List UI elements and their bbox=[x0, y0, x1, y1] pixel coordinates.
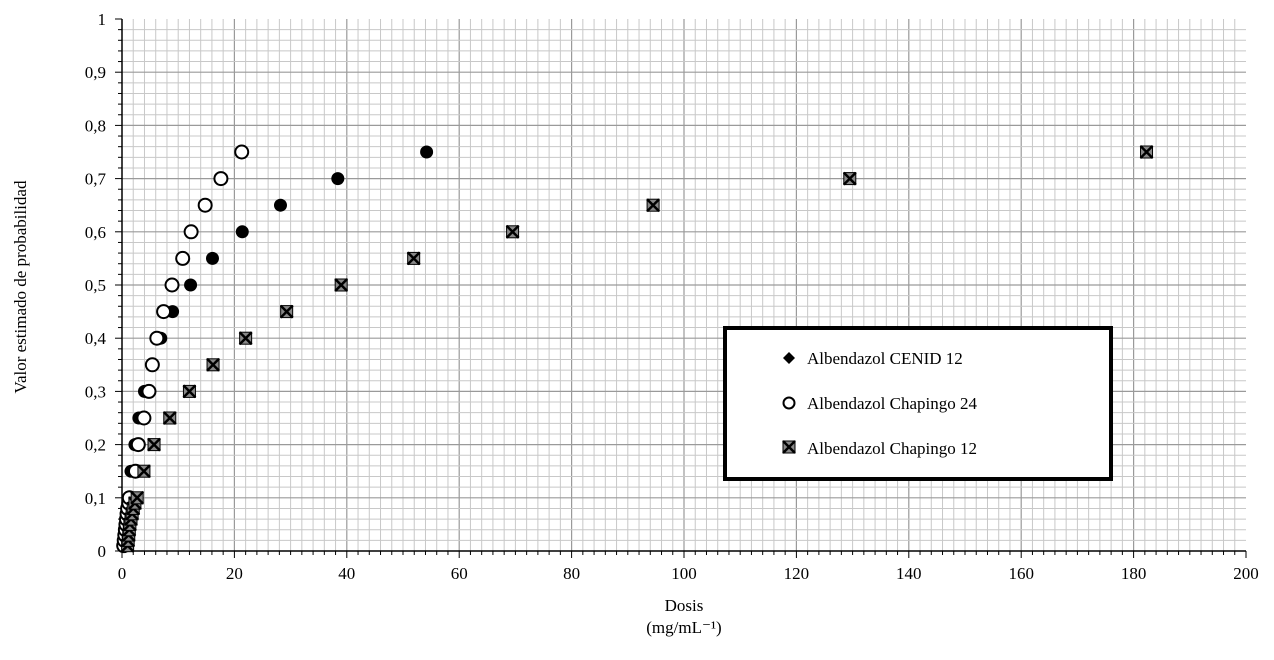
data-point-cross bbox=[147, 437, 161, 452]
data-point-cross bbox=[206, 357, 220, 372]
data-point bbox=[1139, 145, 1154, 159]
data-point bbox=[130, 437, 146, 453]
diamond-icon bbox=[783, 352, 795, 364]
y-tick-label: 0,1 bbox=[85, 489, 106, 508]
data-point-cross bbox=[505, 224, 520, 239]
legend-label: Albendazol Chapingo 12 bbox=[807, 439, 977, 458]
x-tick-label: 80 bbox=[563, 564, 580, 583]
y-tick-label: 0,8 bbox=[85, 116, 106, 135]
y-tick-label: 0,4 bbox=[85, 329, 107, 348]
x-tick-label: 120 bbox=[784, 564, 810, 583]
data-point-cross bbox=[162, 411, 177, 425]
data-point-cross bbox=[406, 251, 421, 266]
data-point bbox=[175, 250, 191, 266]
data-point-cross bbox=[334, 278, 349, 292]
data-point bbox=[164, 277, 180, 293]
data-points bbox=[116, 144, 1154, 554]
data-point bbox=[130, 490, 145, 505]
data-point bbox=[273, 198, 287, 212]
legend-item-cenid-12: Albendazol CENID 12 bbox=[783, 349, 963, 368]
data-point bbox=[206, 357, 220, 372]
y-tick-label: 0,5 bbox=[85, 276, 106, 295]
data-point bbox=[144, 357, 160, 373]
x-tick-label: 200 bbox=[1233, 564, 1259, 583]
legend-label: Albendazol CENID 12 bbox=[807, 349, 963, 368]
legend-item-chapingo-24: Albendazol Chapingo 24 bbox=[782, 394, 977, 413]
data-point bbox=[505, 224, 520, 239]
data-point-cross bbox=[182, 384, 197, 399]
x-tick-label: 20 bbox=[226, 564, 243, 583]
open-circle-icon bbox=[782, 396, 796, 410]
x-tick-label: 140 bbox=[896, 564, 922, 583]
x-tick-label: 180 bbox=[1121, 564, 1147, 583]
data-point bbox=[238, 331, 253, 346]
y-tick-label: 0,6 bbox=[85, 223, 106, 242]
data-point bbox=[156, 304, 172, 320]
data-point-cross bbox=[279, 304, 294, 319]
data-point bbox=[197, 197, 213, 213]
y-tick-label: 0,7 bbox=[85, 170, 107, 189]
data-point bbox=[141, 383, 157, 399]
data-point bbox=[279, 304, 294, 319]
x-tick-label: 40 bbox=[338, 564, 355, 583]
data-point bbox=[137, 464, 151, 479]
data-point bbox=[235, 225, 249, 239]
data-point-cross bbox=[238, 331, 253, 346]
y-tick-label: 0,2 bbox=[85, 436, 106, 455]
data-point bbox=[149, 330, 165, 346]
legend-content: Albendazol CENID 12 Albendazol Chapingo … bbox=[782, 349, 977, 458]
data-point bbox=[331, 172, 345, 186]
data-point bbox=[234, 144, 250, 160]
y-tick-label: 0,3 bbox=[85, 382, 106, 401]
data-point-cross bbox=[130, 490, 145, 505]
data-point bbox=[183, 224, 199, 240]
legend: Albendazol CENID 12 Albendazol Chapingo … bbox=[723, 326, 1113, 481]
x-tick-label: 0 bbox=[118, 564, 127, 583]
data-point bbox=[420, 145, 434, 159]
data-point bbox=[842, 171, 857, 186]
data-point-cross bbox=[842, 171, 857, 186]
data-point bbox=[136, 410, 152, 426]
x-tick-label: 100 bbox=[671, 564, 697, 583]
axes bbox=[115, 18, 1247, 558]
data-point bbox=[646, 198, 660, 213]
y-tick-label: 1 bbox=[98, 10, 107, 29]
series-albendazol-chapingo-12 bbox=[120, 145, 1154, 553]
data-point bbox=[406, 251, 421, 266]
data-point-cross bbox=[137, 464, 151, 479]
data-point bbox=[205, 251, 219, 265]
x-tick-label: 160 bbox=[1008, 564, 1034, 583]
y-tick-label: 0,9 bbox=[85, 63, 106, 82]
y-tick-labels: 0 0,1 0,2 0,3 0,4 0,5 0,6 0,7 0,8 0,9 1 bbox=[85, 10, 107, 561]
data-point bbox=[162, 411, 177, 425]
data-point-cross bbox=[646, 198, 660, 213]
data-point bbox=[184, 278, 198, 292]
x-axis-unit: (mg/mL⁻¹) bbox=[646, 618, 721, 637]
x-axis-title: Dosis bbox=[665, 596, 704, 615]
data-point bbox=[213, 171, 229, 187]
legend-item-chapingo-12: Albendazol Chapingo 12 bbox=[782, 439, 977, 458]
x-tick-label: 60 bbox=[451, 564, 468, 583]
legend-label: Albendazol Chapingo 24 bbox=[807, 394, 977, 413]
y-axis-title: Valor estimado de probabilidad bbox=[11, 180, 30, 393]
y-tick-label: 0 bbox=[98, 542, 107, 561]
x-tick-labels: 0 20 40 60 80 100 120 140 160 180 200 bbox=[118, 564, 1259, 583]
data-point bbox=[147, 437, 161, 452]
data-point bbox=[334, 278, 349, 292]
data-point bbox=[182, 384, 197, 399]
x-square-icon bbox=[782, 440, 796, 454]
data-point-cross bbox=[1139, 145, 1154, 159]
